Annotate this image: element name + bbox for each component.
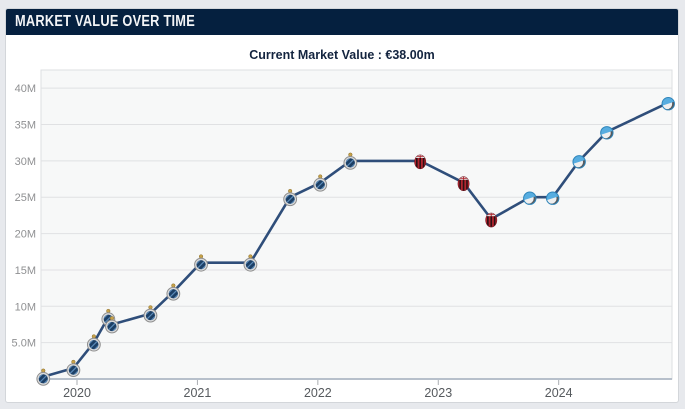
market-value-card: MARKET VALUE OVER TIME Current Market Va…: [5, 8, 679, 403]
crest-navy-icon[interactable]: [143, 305, 158, 323]
crest-lightblue-icon[interactable]: [660, 96, 675, 111]
current-market-value-text: Current Market Value : €38.00m: [249, 48, 435, 62]
crest-lightblue-icon[interactable]: [599, 125, 614, 140]
crest-navy-icon[interactable]: [243, 254, 258, 272]
crest-lightblue-icon[interactable]: [522, 190, 537, 205]
page-title: MARKET VALUE OVER TIME: [15, 13, 195, 30]
crest-navy-icon[interactable]: [343, 152, 358, 170]
crest-navy-icon[interactable]: [105, 316, 119, 334]
crest-red-icon[interactable]: [457, 176, 470, 191]
crest-red-icon[interactable]: [485, 212, 498, 228]
crest-navy-icon[interactable]: [283, 188, 298, 207]
card-header: MARKET VALUE OVER TIME: [6, 9, 678, 35]
crest-navy-icon[interactable]: [313, 174, 328, 192]
crest-lightblue-icon[interactable]: [545, 190, 560, 205]
crest-navy-icon[interactable]: [36, 368, 51, 386]
crest-red-icon[interactable]: [414, 154, 427, 170]
crest-navy-icon[interactable]: [86, 334, 101, 352]
crest-navy-icon[interactable]: [194, 254, 208, 272]
crest-lightblue-icon[interactable]: [571, 154, 586, 169]
crest-navy-icon[interactable]: [166, 283, 181, 301]
crest-navy-icon[interactable]: [66, 359, 81, 377]
